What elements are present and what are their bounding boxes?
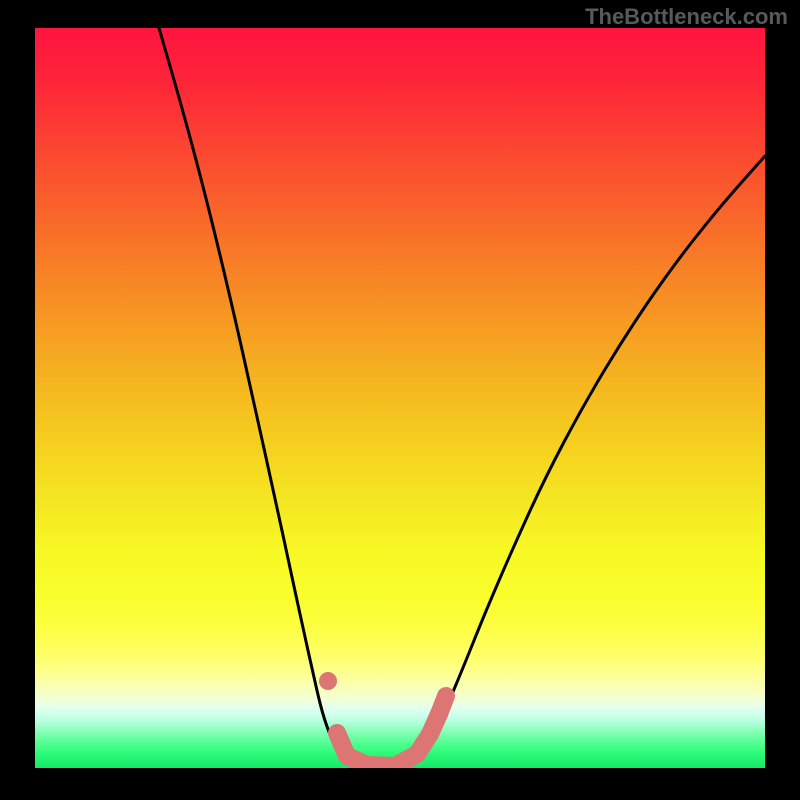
watermark-text: TheBottleneck.com [585, 4, 788, 30]
gradient-background [35, 28, 765, 768]
highlight-dot [319, 672, 337, 690]
plot-area [35, 28, 765, 768]
highlight-segment [439, 696, 446, 714]
chart-svg [35, 28, 765, 768]
chart-container: TheBottleneck.com [0, 0, 800, 800]
